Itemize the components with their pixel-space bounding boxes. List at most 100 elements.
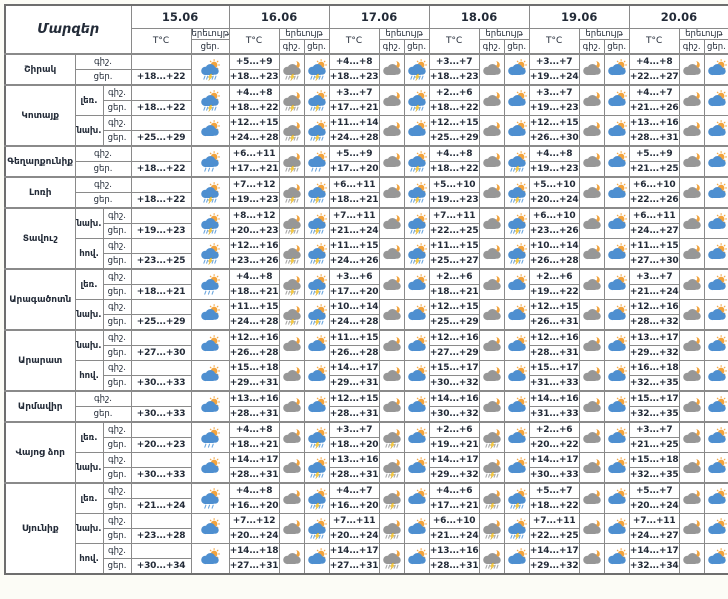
phenomenon-cell [703,452,728,484]
night-partly-icon [582,519,601,534]
table-row: Լոռի գիշ. +7...+12 +6...+11 +5...+10 +5...+10… [4,176,728,209]
phenomenon-cell [603,115,630,147]
table-row: Տավուշ նախ. գիշ. +8...+12 +7...+11 +7...+11 +6… [4,207,728,270]
night-partly-icon [682,152,701,167]
day-temp-value: +18...+22 [130,192,192,209]
day-storm-icon [307,303,327,326]
day-temp-value: +32...+35 [628,406,680,423]
table-row: Արարատ նախ. գիշ. +12...+16 +11...+15 +12...+1… [4,329,728,392]
phenomenon-cell [278,421,305,453]
day-temp-value: +17...+21 [428,498,480,514]
night-temp-value: +5...+9 [228,53,280,70]
night-partly-icon [482,60,501,75]
phenomenon-cell [503,299,530,331]
day-temp-value: +25...+29 [130,314,192,331]
day-partly-icon [607,364,627,381]
phenomenon-cell [303,115,330,147]
night-temp-value [130,53,192,70]
day-temp-value: +28...+31 [328,467,380,484]
phenomenon-header: երեւույթ [190,28,230,40]
day-temp-value: +19...+21 [428,437,480,453]
night-partly-icon [682,91,701,106]
phenomenon-cell [703,482,728,514]
phenomenon-cell [503,329,530,361]
region-cell: Գեղարքունիք [4,145,76,178]
phenomenon-cell [678,115,705,147]
day-storm-icon [507,517,527,540]
night-row-label: գիշ. [102,482,132,499]
date-header: 16.06 [228,4,330,29]
night-temp-value: +2...+6 [528,268,580,285]
night-partly-icon [682,428,701,443]
phenomenon-cell [478,145,505,178]
phenomenon-cell [403,176,430,209]
phenomenon-cell [190,115,230,147]
day-temp-value: +23...+25 [130,253,192,270]
day-temp-value: +28...+31 [228,406,280,423]
night-temp-value: +6...+11 [328,176,380,193]
night-temp-value: +14...+17 [628,543,680,559]
night-partly-icon [482,214,501,229]
phenomenon-cell [478,390,505,423]
phenomenon-cell [303,176,330,209]
region-cell: Սյունիք [4,482,76,575]
phenomenon-cell [478,84,505,116]
night-temp-value: +6...+11 [228,145,280,162]
night-row-label: գիշ. [102,268,132,285]
night-temp-value: +12...+16 [228,329,280,346]
phenomenon-cell [678,482,705,514]
night-temp-value: +7...+12 [228,513,280,529]
table-row: ցեր. +30...+33 +28...+31 +28...+31 +29...+32… [5,467,728,484]
phenomenon-cell [578,115,605,147]
phenomenon-cell [278,268,305,300]
phenomenon-cell [603,176,630,209]
phenomenon-cell [503,421,530,453]
day-rain-icon [201,150,220,172]
night-col-label: գիշ. [378,39,405,55]
day-storm-icon [507,242,527,265]
day-partly-icon [607,212,627,229]
day-temp-value: +20...+24 [528,192,580,209]
phenomenon-cell [703,268,728,300]
day-partly-icon [707,456,727,473]
day-row-label: ցեր. [102,375,132,392]
phenomenon-cell [603,329,630,361]
phenomenon-cell [278,329,305,361]
day-temp-value: +21...+25 [628,437,680,453]
phenomenon-cell [190,84,230,116]
phenomenon-cell [703,53,728,86]
phenomenon-cell [190,513,230,544]
table-row: նախ. գիշ. +7...+12 +7...+11 +6...+10 +7...+11… [5,513,728,544]
phenomenon-cell [190,207,230,239]
day-partly-icon [707,273,727,290]
phenomenon-cell [678,421,705,453]
night-partly-icon [582,244,601,259]
phenomenon-cell [503,207,530,239]
day-partly-icon [407,364,427,381]
night-temp-value: +5...+7 [628,482,680,499]
temp-header: T°C [130,28,192,55]
subregion-cell: նախ. [74,299,104,331]
day-storm-icon [307,487,327,510]
phenomenon-cell [703,145,728,178]
phenomenon-cell [703,207,728,239]
phenomenon-cell [378,176,405,209]
subregion-cell: լեռ. [74,84,104,116]
day-temp-value: +24...+26 [328,253,380,270]
phenomenon-cell [190,238,230,270]
phenomenon-cell [190,145,230,178]
night-temp-value [130,390,192,407]
phenomenon-cell [703,329,728,361]
night-partly-icon [582,152,601,167]
phenomenon-cell [303,513,330,544]
night-col-label: գիշ. [478,39,505,55]
night-partly-icon [682,60,701,75]
night-row-label: գիշ. [74,390,132,407]
phenomenon-cell [403,299,430,331]
night-temp-value [130,482,192,499]
phenomenon-cell [278,543,305,575]
night-partly-icon [482,336,501,351]
night-storm-icon [382,549,401,570]
phenomenon-cell [378,329,405,361]
night-temp-value: +4...+8 [228,421,280,438]
